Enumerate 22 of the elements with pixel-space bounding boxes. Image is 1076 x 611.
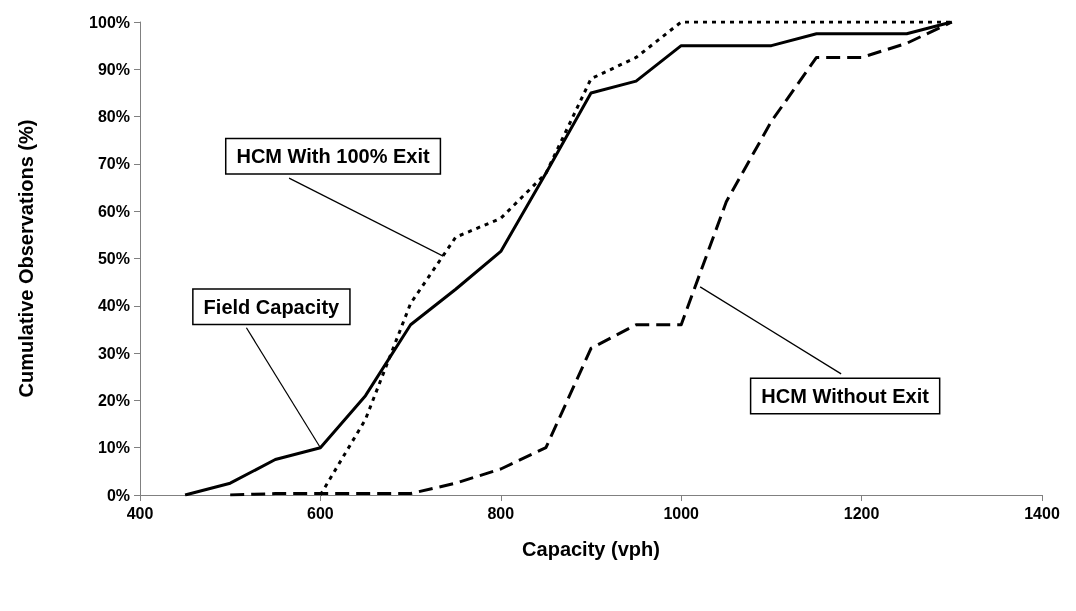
annotation: HCM Without Exit: [761, 384, 930, 407]
x-tick-label: 1200: [843, 504, 880, 522]
y-tick-label: 90%: [97, 60, 130, 78]
y-tick-label: 10%: [97, 439, 130, 457]
x-tick-label: 400: [126, 504, 154, 522]
y-tick-label: 30%: [97, 344, 130, 362]
y-tick-label: 100%: [89, 13, 130, 31]
y-tick-label: 20%: [97, 391, 130, 409]
annotation: HCM With 100% Exit: [236, 145, 430, 168]
annotation: Field Capacity: [203, 295, 341, 318]
y-tick-label: 80%: [97, 108, 130, 126]
x-tick-label: 1400: [1024, 504, 1060, 522]
x-axis-title: Capacity (vph): [522, 538, 660, 560]
x-tick-label: 800: [487, 504, 515, 522]
x-tick-label: 1000: [663, 504, 700, 522]
y-tick-label: 40%: [97, 297, 130, 315]
y-axis-title: Cumulative Observations (%): [15, 119, 37, 398]
y-tick-label: 70%: [97, 155, 130, 173]
x-tick-label: 600: [307, 504, 334, 522]
y-tick-label: 60%: [97, 202, 130, 220]
y-tick-label: 50%: [97, 250, 130, 267]
y-tick-label: 0%: [106, 486, 130, 504]
